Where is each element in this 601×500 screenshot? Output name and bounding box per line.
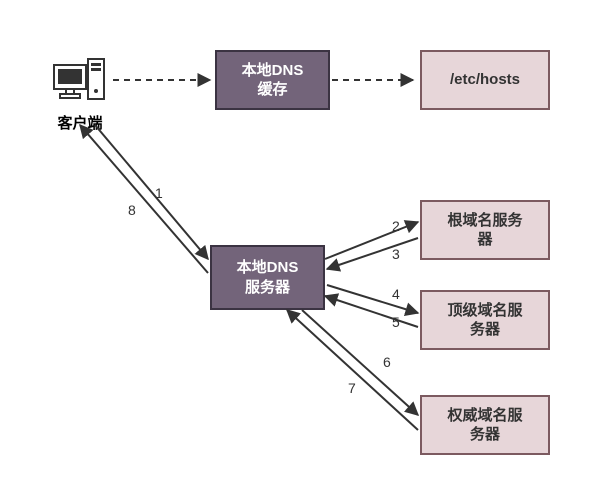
edge-label-1: 1 [155,185,163,201]
edge-e2 [325,222,418,259]
edge-e3 [327,238,418,269]
root-dns-label: 根域名服务器 [447,211,522,250]
computer-icon [50,55,110,110]
edge-label-8: 8 [128,202,136,218]
local-dns-server-node: 本地DNS服务器 [210,245,325,310]
edge-e6 [302,310,418,415]
client-node [50,55,110,115]
client-label: 客户端 [48,112,112,133]
local-dns-cache-node: 本地DNS缓存 [215,50,330,110]
root-dns-node: 根域名服务器 [420,200,550,260]
tld-dns-label: 顶级域名服务器 [447,301,522,340]
edge-e8 [80,125,208,273]
etc-hosts-label: /etc/hosts [450,70,520,90]
edge-label-2: 2 [392,218,400,234]
edge-e5 [325,296,418,327]
edge-e4 [327,285,418,313]
auth-dns-node: 权威域名服务器 [420,395,550,455]
auth-dns-label: 权威域名服务器 [447,406,522,445]
tld-dns-node: 顶级域名服务器 [420,290,550,350]
local-dns-server-label: 本地DNS服务器 [237,258,299,297]
local-dns-cache-label: 本地DNS缓存 [242,61,304,100]
edge-label-7: 7 [348,380,356,396]
edge-label-4: 4 [392,286,400,302]
etc-hosts-node: /etc/hosts [420,50,550,110]
edge-label-3: 3 [392,246,400,262]
edge-label-5: 5 [392,314,400,330]
edge-label-6: 6 [383,354,391,370]
edge-e1 [95,125,208,259]
